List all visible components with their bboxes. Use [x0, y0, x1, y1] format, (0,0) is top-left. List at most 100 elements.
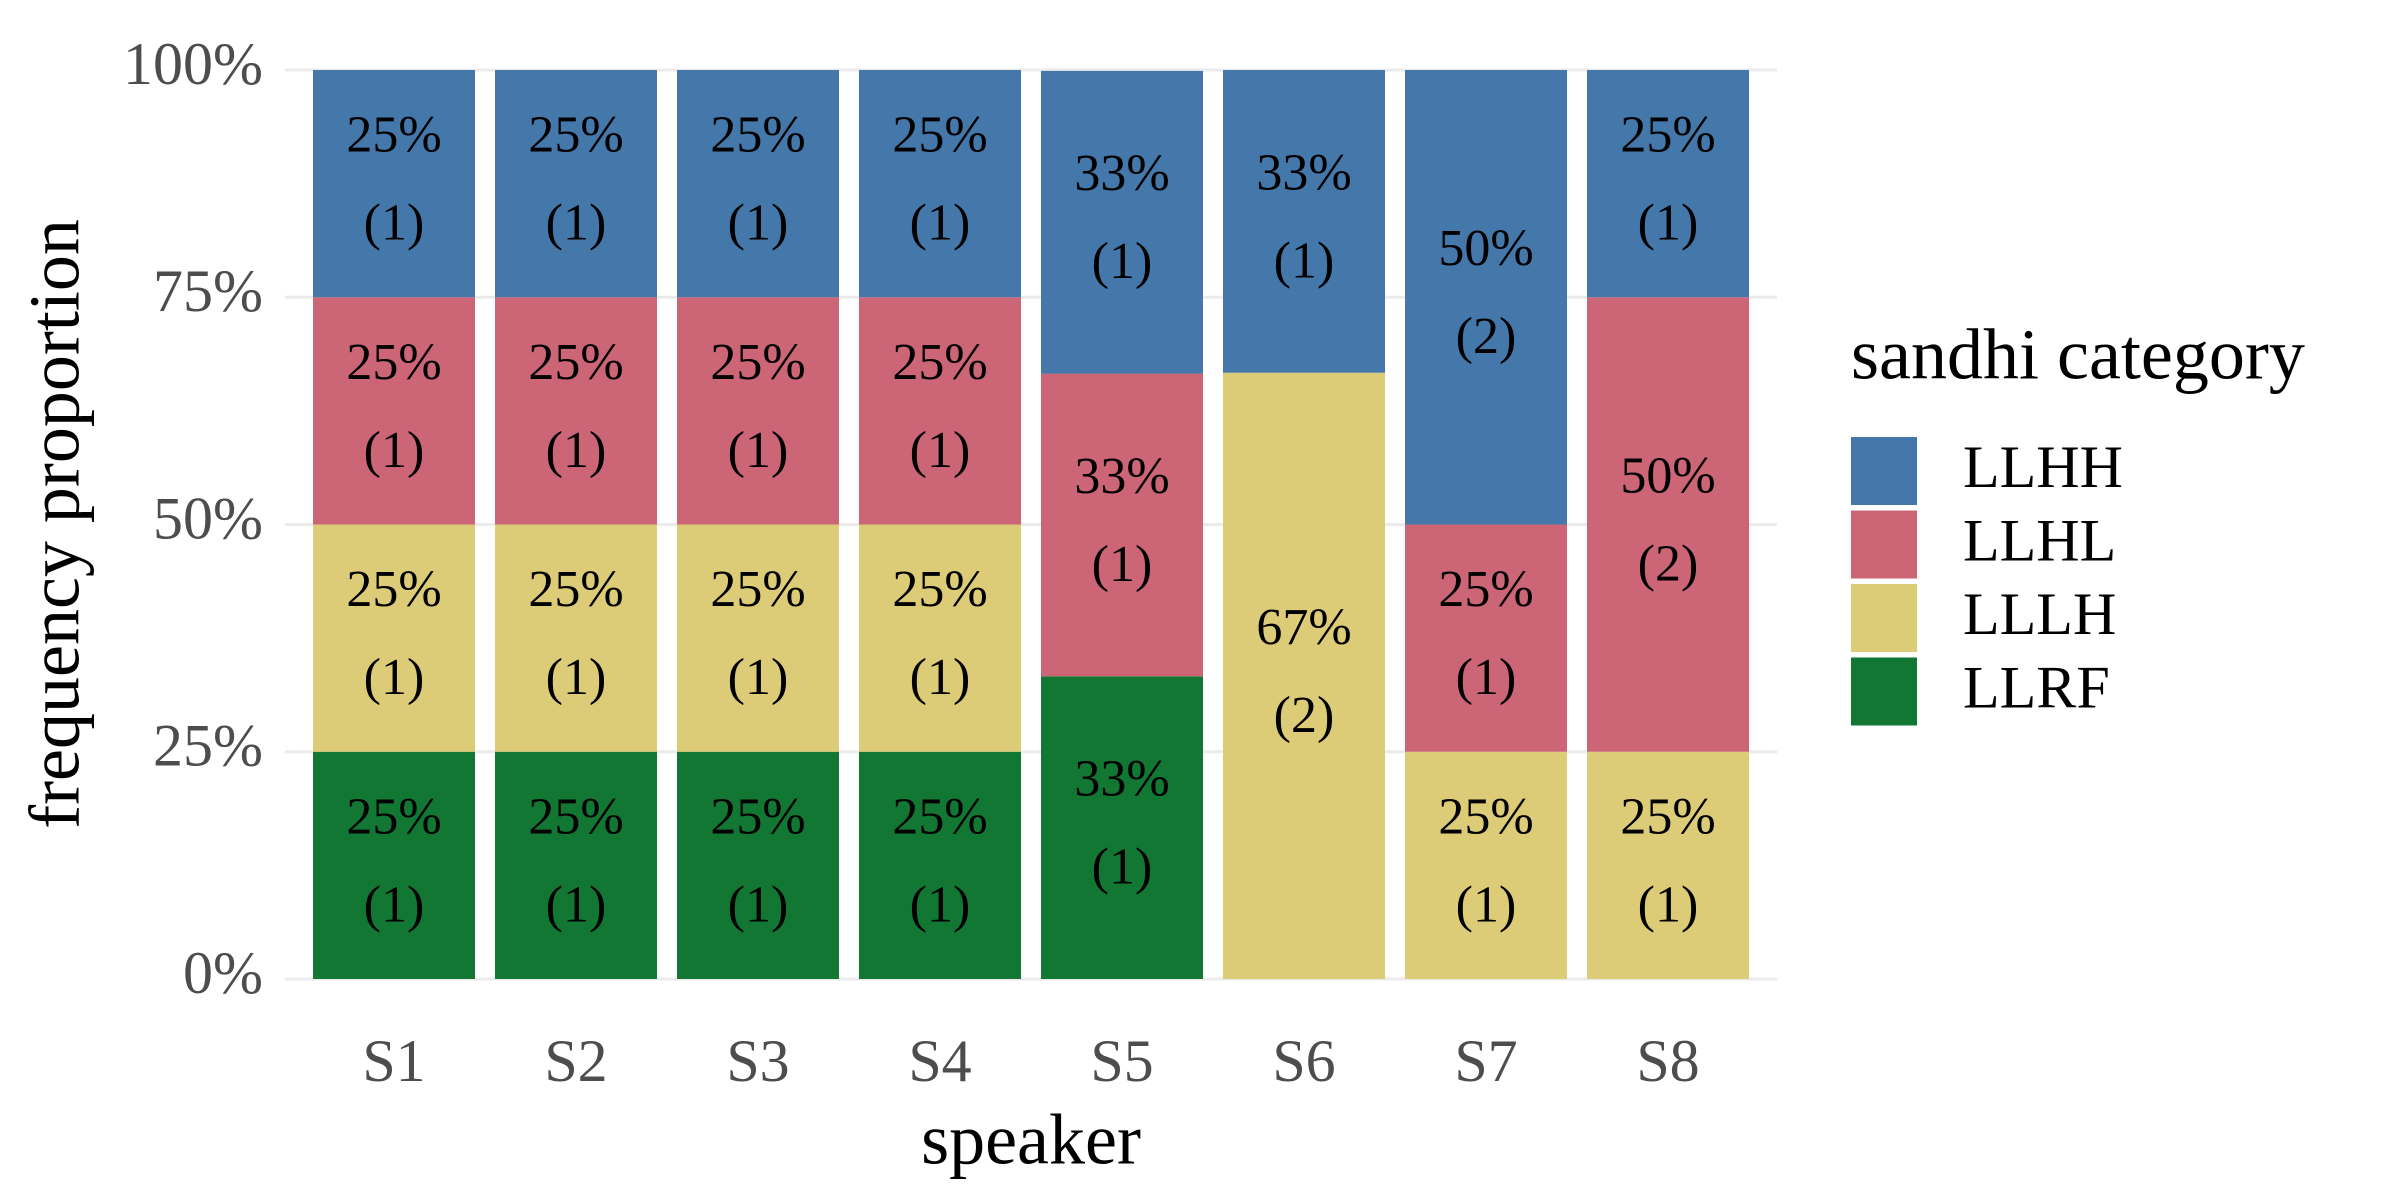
y-tick-label: 100% — [123, 31, 263, 97]
bar-segment — [677, 70, 839, 298]
count-label: (1) — [1638, 195, 1699, 252]
x-tick-label: S7 — [1454, 1028, 1517, 1094]
data-label: 25% — [346, 561, 441, 618]
legend-label: LLHL — [1963, 507, 2116, 573]
bar-segment — [1041, 373, 1203, 677]
data-label: 50% — [1438, 220, 1533, 277]
x-axis-title: speaker — [921, 1100, 1141, 1180]
count-label: (1) — [728, 649, 789, 706]
count-label: (1) — [728, 422, 789, 479]
count-label: (1) — [1092, 536, 1153, 593]
data-label: 25% — [1620, 107, 1715, 164]
bar-segment — [859, 751, 1021, 979]
y-tick-label: 0% — [183, 940, 263, 1006]
count-label: (1) — [364, 195, 425, 252]
legend-label: LLHH — [1963, 434, 2123, 500]
bar-segment — [495, 524, 657, 752]
data-label: 33% — [1074, 751, 1169, 808]
bar-segment — [859, 524, 1021, 752]
x-tick-label: S3 — [726, 1028, 789, 1094]
count-label: (1) — [1456, 876, 1517, 933]
data-label: 25% — [1438, 788, 1533, 845]
bar-segment — [859, 70, 1021, 298]
data-label: 67% — [1256, 599, 1351, 656]
data-label: 25% — [1620, 788, 1715, 845]
bar-segment — [495, 751, 657, 979]
count-label: (1) — [1092, 233, 1153, 290]
bar-segment — [313, 297, 475, 525]
legend-title: sandhi category — [1851, 315, 2305, 395]
data-label: 25% — [528, 561, 623, 618]
data-label: 33% — [1256, 144, 1351, 201]
count-label: (1) — [546, 195, 607, 252]
data-label: 25% — [710, 334, 805, 391]
bar-segment — [1041, 70, 1203, 374]
bar-segment — [677, 297, 839, 525]
count-label: (1) — [546, 649, 607, 706]
data-label: 25% — [710, 561, 805, 618]
count-label: (1) — [728, 195, 789, 252]
data-label: 25% — [528, 334, 623, 391]
y-tick-label: 50% — [153, 485, 263, 551]
count-label: (2) — [1456, 308, 1517, 365]
data-label: 25% — [1438, 561, 1533, 618]
bar-segment — [1223, 372, 1385, 979]
data-label: 25% — [892, 561, 987, 618]
data-label: 25% — [528, 107, 623, 164]
count-label: (1) — [364, 422, 425, 479]
bar-segment — [677, 751, 839, 979]
count-label: (1) — [1092, 839, 1153, 896]
data-label: 50% — [1620, 447, 1715, 504]
y-tick-label: 75% — [153, 258, 263, 324]
bar-segment — [1405, 70, 1567, 525]
bar-segment — [495, 70, 657, 298]
data-label: 25% — [892, 788, 987, 845]
count-label: (1) — [1274, 232, 1335, 289]
bar-segment — [859, 297, 1021, 525]
data-label: 25% — [346, 107, 441, 164]
y-axis-title: frequency proportion — [15, 219, 95, 829]
x-tick-label: S6 — [1272, 1028, 1335, 1094]
data-label: 25% — [892, 107, 987, 164]
bar-segment — [1587, 297, 1749, 752]
legend-key — [1851, 657, 1917, 726]
x-tick-label: S4 — [908, 1028, 971, 1094]
count-label: (1) — [728, 876, 789, 933]
data-label: 25% — [346, 334, 441, 391]
data-label: 33% — [1074, 448, 1169, 505]
count-label: (1) — [364, 876, 425, 933]
bar-segment — [1223, 70, 1385, 373]
count-label: (1) — [910, 649, 971, 706]
data-label: 25% — [528, 788, 623, 845]
x-tick-label: S8 — [1636, 1028, 1699, 1094]
data-label: 25% — [710, 788, 805, 845]
count-label: (1) — [910, 876, 971, 933]
bar-segment — [313, 70, 475, 298]
bar-segment — [1405, 751, 1567, 979]
data-label: 25% — [346, 788, 441, 845]
count-label: (1) — [1456, 649, 1517, 706]
data-label: 25% — [710, 107, 805, 164]
bar-segment — [1041, 676, 1203, 979]
x-tick-label: S1 — [362, 1028, 425, 1094]
y-tick-label: 25% — [153, 713, 263, 779]
count-label: (1) — [546, 422, 607, 479]
legend-label: LLRF — [1963, 654, 2110, 720]
bar-segment — [1587, 70, 1749, 298]
count-label: (2) — [1638, 535, 1699, 592]
bar-segment — [313, 524, 475, 752]
legend-key — [1851, 510, 1917, 579]
legend-label: LLLH — [1963, 581, 2116, 647]
data-label: 33% — [1074, 145, 1169, 202]
data-label: 25% — [892, 334, 987, 391]
legend-key — [1851, 584, 1917, 652]
count-label: (1) — [1638, 876, 1699, 933]
count-label: (1) — [910, 195, 971, 252]
x-tick-label: S2 — [544, 1028, 607, 1094]
x-tick-label: S5 — [1090, 1028, 1153, 1094]
bar-segment — [495, 297, 657, 525]
count-label: (1) — [910, 422, 971, 479]
bar-segment — [677, 524, 839, 752]
count-label: (2) — [1274, 687, 1335, 744]
